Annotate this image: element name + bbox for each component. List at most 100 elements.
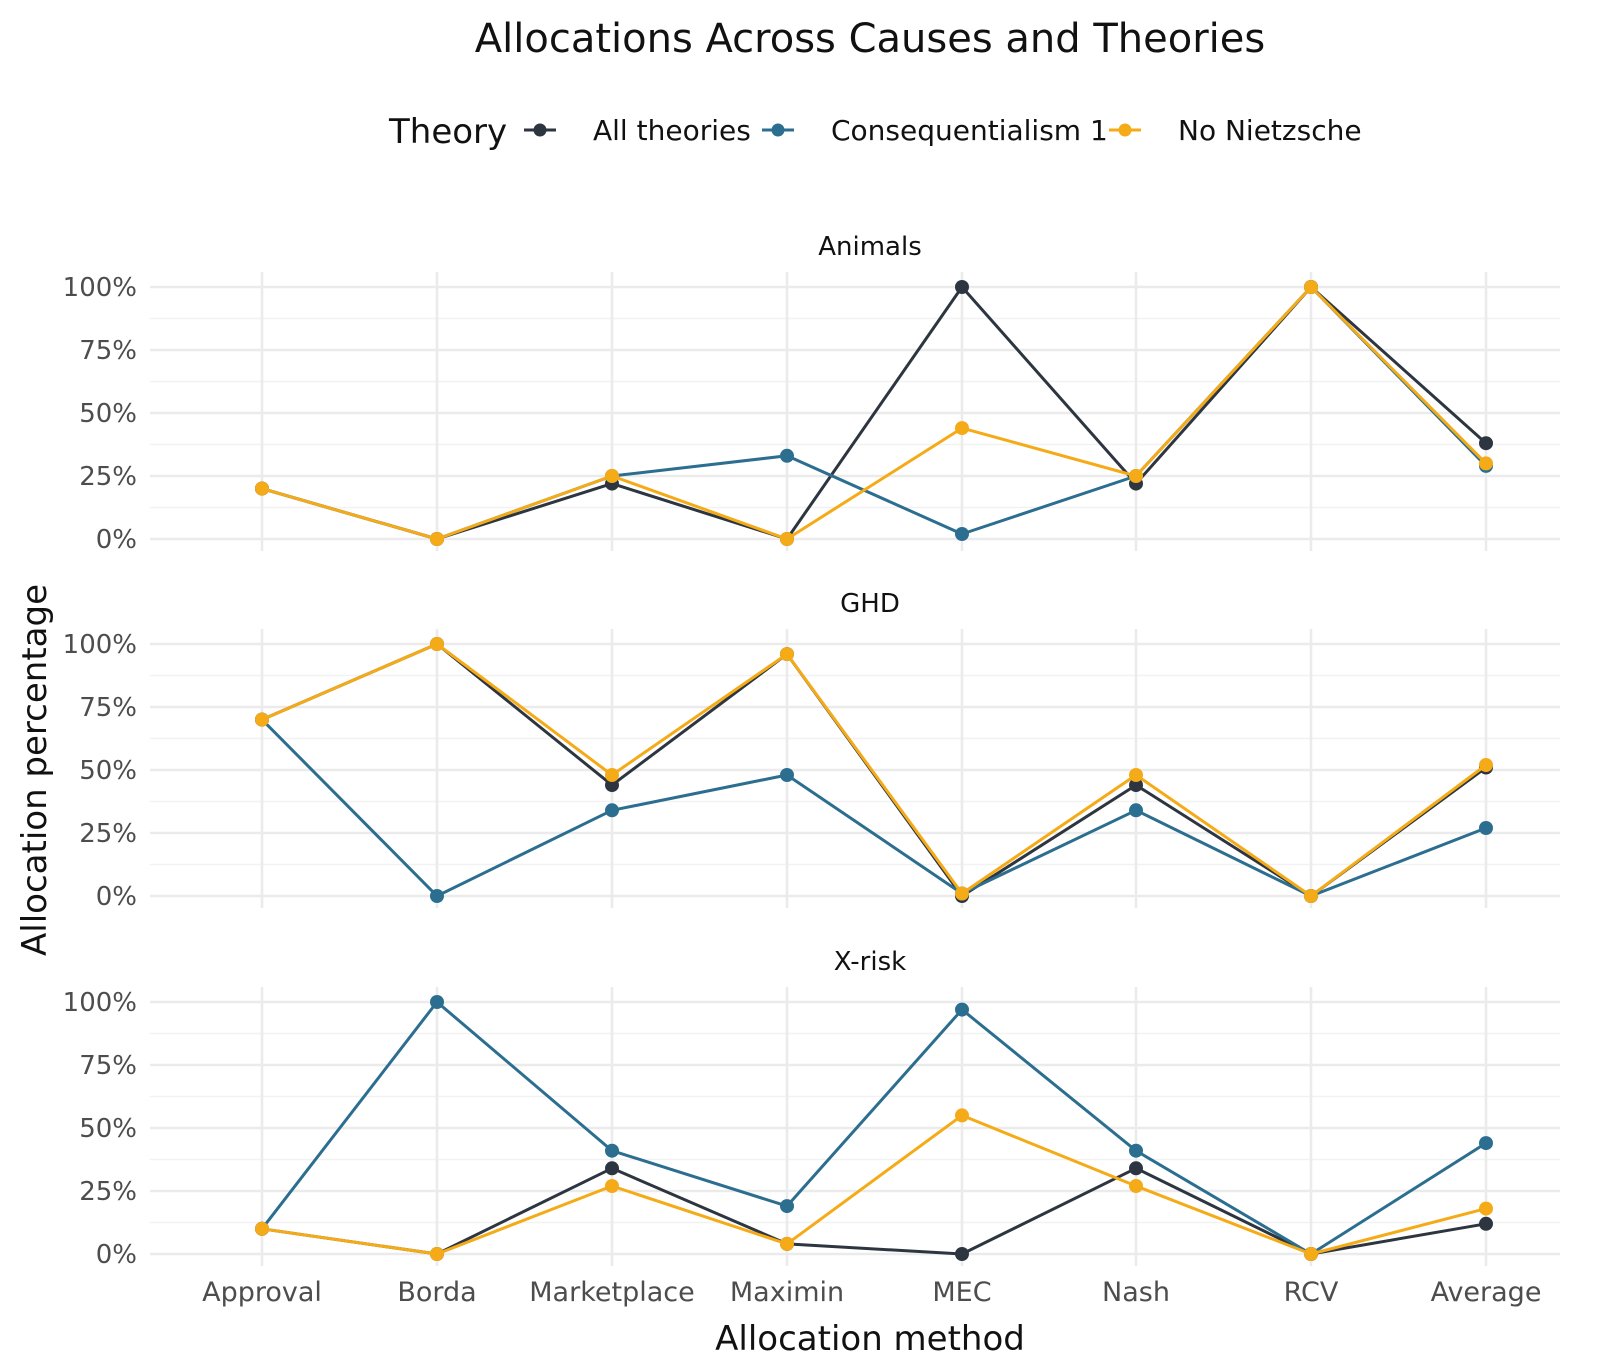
data-point-no-nietzsche <box>1304 889 1318 903</box>
data-point-consequentialism-1 <box>1129 1143 1143 1158</box>
legend-title: Theory <box>388 112 507 152</box>
data-point-no-nietzsche <box>255 712 269 727</box>
data-point-no-nietzsche <box>1304 1247 1318 1261</box>
data-point-consequentialism-1 <box>605 803 619 818</box>
data-point-all-theories <box>1479 436 1493 451</box>
y-tick-label: 25% <box>79 1177 137 1207</box>
data-point-consequentialism-1 <box>1479 1136 1493 1151</box>
data-point-consequentialism-1 <box>780 1199 794 1214</box>
legend-item-no-nietzsche: No Nietzsche <box>1109 114 1362 147</box>
facet-label: GHD <box>840 589 900 619</box>
facet-animals: Animals 0% 25% 50% 75% 100% <box>63 232 1560 555</box>
data-point-no-nietzsche <box>780 647 794 662</box>
legend-label-no-nietzsche: No Nietzsche <box>1178 114 1362 147</box>
series-line-no-nietzsche <box>261 285 1488 541</box>
y-tick-label: 25% <box>79 819 137 849</box>
y-tick-label: 50% <box>79 756 137 786</box>
data-point-no-nietzsche <box>1304 280 1318 294</box>
x-tick-label: Maximin <box>730 1277 844 1308</box>
x-tick-label: Borda <box>397 1277 476 1308</box>
legend-item-consequentialism-1: Consequentialism 1 <box>762 114 1108 147</box>
series-line-no-nietzsche <box>261 1113 1487 1256</box>
y-tick-label: 75% <box>79 336 137 366</box>
data-point-consequentialism-1 <box>430 995 444 1009</box>
data-point-no-nietzsche <box>1479 1201 1493 1216</box>
data-point-all-theories <box>955 280 969 294</box>
y-tick-label: 100% <box>63 273 137 303</box>
legend-label-all-theories: All theories <box>593 114 751 147</box>
data-point-no-nietzsche <box>430 532 444 546</box>
data-point-all-theories <box>955 1247 969 1261</box>
data-point-no-nietzsche <box>1479 758 1493 772</box>
y-tick-label: 25% <box>79 462 137 492</box>
legend: Theory All theories Consequentialism 1 No … <box>388 112 1362 152</box>
x-tick-label: Nash <box>1102 1277 1170 1308</box>
data-point-consequentialism-1 <box>955 1002 969 1017</box>
data-point-all-theories <box>605 1161 619 1176</box>
data-point-consequentialism-1 <box>955 527 969 541</box>
data-point-no-nietzsche <box>430 637 444 651</box>
data-point-all-theories <box>1129 1161 1143 1176</box>
data-point-consequentialism-1 <box>780 448 794 463</box>
data-point-no-nietzsche <box>955 1108 969 1123</box>
facet-x-risk: X-risk 0% 25% 50% 75% 100% <box>63 947 1560 1270</box>
series-no-nietzsche <box>255 637 1493 903</box>
data-point-no-nietzsche <box>780 532 794 546</box>
data-point-consequentialism-1 <box>1479 821 1493 835</box>
data-point-all-theories <box>1129 778 1143 793</box>
data-point-no-nietzsche <box>605 469 619 483</box>
data-point-no-nietzsche <box>430 1247 444 1261</box>
data-point-consequentialism-1 <box>605 1143 619 1158</box>
data-point-no-nietzsche <box>605 1179 619 1193</box>
series-consequentialism-1 <box>255 712 1493 903</box>
data-point-no-nietzsche <box>1129 1179 1143 1193</box>
series-line-consequentialism-1 <box>260 718 1487 898</box>
data-point-no-nietzsche <box>255 481 269 496</box>
facet-panels: Animals 0% 25% 50% 75% 100% GHD 0% 25% 50% 75% 100%… <box>63 232 1560 1270</box>
facet-label: Animals <box>818 232 922 262</box>
legend-point-all-theories <box>533 123 547 137</box>
y-tick-label: 50% <box>79 399 137 429</box>
series-line-all-theories <box>261 1166 1487 1256</box>
series-no-nietzsche <box>255 280 1493 546</box>
x-tick-label: MEC <box>932 1277 991 1308</box>
series-all-theories <box>255 1161 1493 1261</box>
series-line-consequentialism-1 <box>260 1000 1487 1256</box>
y-tick-label: 100% <box>63 630 137 660</box>
data-point-no-nietzsche <box>1129 768 1143 782</box>
x-axis-title: Allocation method <box>715 1319 1025 1359</box>
x-axis: Approval Borda Marketplace Maximin MEC Nash RC… <box>202 1277 1541 1308</box>
facet-ghd: GHD 0% 25% 50% 75% 100% <box>63 589 1560 912</box>
data-point-no-nietzsche <box>1129 469 1143 483</box>
legend-label-consequentialism-1: Consequentialism 1 <box>831 114 1108 147</box>
series-no-nietzsche <box>255 1108 1493 1261</box>
data-point-consequentialism-1 <box>430 889 444 903</box>
y-tick-label: 75% <box>79 693 137 723</box>
series-line-no-nietzsche <box>261 642 1487 898</box>
data-point-consequentialism-1 <box>780 768 794 782</box>
data-point-no-nietzsche <box>955 421 969 436</box>
x-tick-label: Average <box>1431 1277 1542 1308</box>
data-point-no-nietzsche <box>1479 456 1493 471</box>
y-tick-label: 0% <box>96 525 137 555</box>
data-point-consequentialism-1 <box>1129 803 1143 818</box>
data-point-no-nietzsche <box>255 1221 269 1236</box>
data-point-all-theories <box>605 778 619 793</box>
data-point-no-nietzsche <box>780 1236 794 1251</box>
facet-label: X-risk <box>834 947 906 977</box>
chart-title: Allocations Across Causes and Theories <box>475 16 1265 62</box>
x-tick-label: RCV <box>1284 1277 1339 1308</box>
x-tick-label: Marketplace <box>529 1277 694 1308</box>
y-tick-label: 50% <box>79 1114 137 1144</box>
y-tick-label: 0% <box>96 1240 137 1270</box>
y-tick-label: 100% <box>63 988 137 1018</box>
y-tick-label: 75% <box>79 1051 137 1081</box>
y-tick-label: 0% <box>96 882 137 912</box>
data-point-no-nietzsche <box>605 768 619 782</box>
y-axis-title: Allocation percentage <box>15 584 55 956</box>
legend-point-consequentialism-1 <box>771 123 785 137</box>
x-tick-label: Approval <box>202 1277 322 1308</box>
legend-point-no-nietzsche <box>1118 123 1132 137</box>
data-point-all-theories <box>1479 1216 1493 1231</box>
